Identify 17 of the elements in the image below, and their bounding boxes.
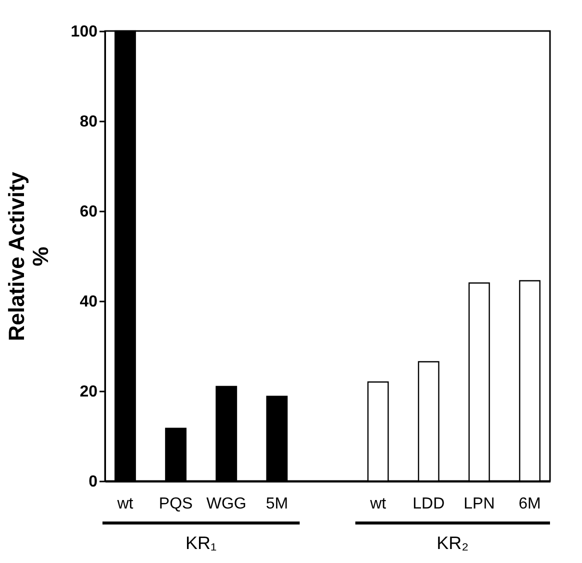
y-axis-title: Relative Activity % (4, 171, 53, 342)
text: KR₁ (186, 533, 217, 553)
y-tick-label: 0 (88, 474, 98, 490)
y-tick-label: 80 (80, 114, 98, 130)
y-tick-label: 60 (80, 204, 98, 220)
x-tick-label: LDD (412, 496, 445, 512)
y-tick-label: 100 (70, 24, 98, 40)
x-tick-label: wt (369, 496, 387, 512)
text: KR₂ (436, 533, 469, 553)
x-tick-label: LPN (464, 496, 495, 512)
y-tick-label: 40 (80, 294, 98, 310)
y-tick-label: 20 (80, 384, 98, 400)
x-tick-label: wt (116, 496, 134, 512)
x-tick-label: 6M (518, 496, 541, 512)
x-tick-label: WGG (206, 496, 246, 512)
x-tick-label: 5M (266, 496, 288, 512)
x-tick-label: PQS (158, 496, 193, 512)
